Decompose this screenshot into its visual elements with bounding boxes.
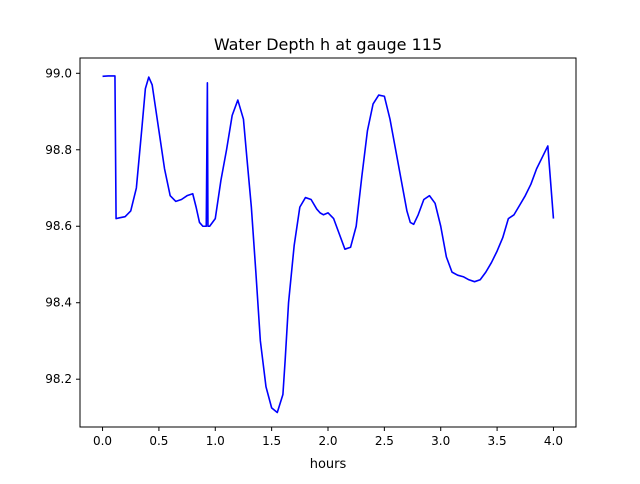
y-tick-label: 98.6 xyxy=(45,219,72,233)
plot-layer xyxy=(102,75,555,414)
x-tick-label: 3.5 xyxy=(488,434,507,448)
x-tick-label: 4.0 xyxy=(544,434,563,448)
x-tick-label: 0.5 xyxy=(149,434,168,448)
series-line-0 xyxy=(102,75,555,414)
y-tick-label: 98.4 xyxy=(45,296,72,310)
x-tick-label: 2.0 xyxy=(318,434,337,448)
x-tick-label: 0.0 xyxy=(93,434,112,448)
x-axis: 0.0 0.5 1.0 1.5 2.0 2.5 3.0 3.5 4.0 xyxy=(93,427,563,448)
y-tick-label: 98.2 xyxy=(45,372,72,386)
y-axis: 98.2 98.4 98.6 98.8 99.0 xyxy=(45,66,80,386)
y-tick-label: 99.0 xyxy=(45,66,72,80)
x-tick-label: 1.0 xyxy=(206,434,225,448)
x-tick-label: 2.5 xyxy=(375,434,394,448)
y-tick-label: 98.8 xyxy=(45,143,72,157)
x-axis-label: hours xyxy=(310,457,347,472)
chart-title: Water Depth h at gauge 115 xyxy=(214,35,442,54)
x-tick-label: 1.5 xyxy=(262,434,281,448)
x-tick-label: 3.0 xyxy=(431,434,450,448)
